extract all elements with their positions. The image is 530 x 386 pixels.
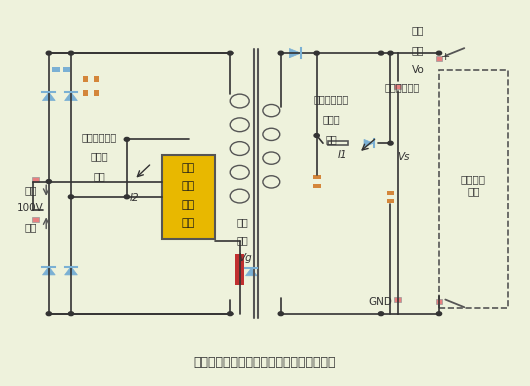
Circle shape bbox=[436, 51, 441, 55]
Bar bbox=[386, 199, 394, 203]
Bar bbox=[55, 67, 60, 73]
Circle shape bbox=[124, 137, 129, 141]
Text: 信号: 信号 bbox=[237, 235, 249, 245]
Circle shape bbox=[68, 51, 74, 55]
Text: Vo: Vo bbox=[411, 65, 425, 75]
Polygon shape bbox=[289, 49, 301, 58]
Text: 負荷検出端子: 負荷検出端子 bbox=[384, 83, 420, 93]
Circle shape bbox=[68, 195, 74, 199]
Bar bbox=[52, 67, 57, 73]
Text: I2: I2 bbox=[129, 193, 139, 203]
Text: 電源: 電源 bbox=[182, 163, 195, 173]
Polygon shape bbox=[65, 92, 77, 101]
Text: フォトカプラ: フォトカプラ bbox=[313, 94, 349, 104]
Polygon shape bbox=[42, 92, 55, 101]
Text: 出力: 出力 bbox=[412, 25, 424, 35]
Bar bbox=[394, 84, 401, 89]
Polygon shape bbox=[245, 268, 257, 276]
Circle shape bbox=[278, 312, 284, 316]
Circle shape bbox=[388, 51, 393, 55]
Bar bbox=[386, 191, 394, 195]
Text: I1: I1 bbox=[338, 150, 348, 160]
Circle shape bbox=[46, 51, 51, 55]
Circle shape bbox=[314, 51, 319, 55]
Text: Ｏ１: Ｏ１ bbox=[325, 134, 337, 144]
Circle shape bbox=[227, 51, 233, 55]
Text: 送信側: 送信側 bbox=[322, 114, 340, 124]
Bar bbox=[235, 254, 244, 285]
Circle shape bbox=[314, 134, 319, 137]
Text: 入力: 入力 bbox=[24, 222, 37, 232]
Bar bbox=[65, 67, 70, 73]
Bar bbox=[83, 90, 89, 96]
Text: 電圧: 電圧 bbox=[412, 45, 424, 55]
Bar bbox=[63, 67, 68, 73]
Bar bbox=[436, 56, 443, 61]
Text: 移動端末
本体: 移動端末 本体 bbox=[461, 174, 486, 196]
Bar bbox=[328, 141, 348, 146]
Text: Vg: Vg bbox=[238, 253, 252, 263]
Circle shape bbox=[68, 312, 74, 316]
Text: 制御: 制御 bbox=[182, 200, 195, 210]
Bar bbox=[439, 70, 508, 308]
Circle shape bbox=[46, 312, 51, 316]
Text: Vs: Vs bbox=[397, 152, 409, 162]
Text: 100V: 100V bbox=[17, 203, 44, 213]
Text: Ｏ２: Ｏ２ bbox=[93, 171, 105, 181]
Polygon shape bbox=[364, 139, 374, 147]
Text: 制御: 制御 bbox=[237, 217, 249, 227]
Circle shape bbox=[378, 312, 384, 316]
Bar bbox=[32, 177, 39, 182]
Circle shape bbox=[124, 195, 129, 199]
Bar bbox=[436, 300, 443, 304]
Bar bbox=[83, 76, 89, 82]
Text: 充電: 充電 bbox=[182, 181, 195, 191]
Circle shape bbox=[278, 51, 284, 55]
Bar bbox=[32, 217, 39, 222]
Text: +: + bbox=[441, 52, 450, 62]
Text: 受信側: 受信側 bbox=[90, 152, 108, 162]
Text: フォトカプラ: フォトカプラ bbox=[81, 132, 117, 142]
Text: 交流: 交流 bbox=[24, 185, 37, 195]
Bar bbox=[394, 297, 401, 302]
Circle shape bbox=[46, 179, 51, 183]
Circle shape bbox=[388, 141, 393, 145]
Bar bbox=[313, 184, 321, 188]
Polygon shape bbox=[65, 266, 77, 275]
Bar bbox=[313, 175, 321, 179]
Text: ＩＣ: ＩＣ bbox=[182, 218, 195, 228]
Circle shape bbox=[378, 51, 384, 55]
Text: 図８　低待機電力型ＡＣアダプタの試作例: 図８ 低待機電力型ＡＣアダプタの試作例 bbox=[194, 356, 336, 369]
Text: GND: GND bbox=[368, 297, 392, 307]
Polygon shape bbox=[42, 266, 55, 275]
Bar bbox=[162, 155, 215, 239]
Circle shape bbox=[436, 312, 441, 316]
Bar bbox=[94, 90, 99, 96]
Bar bbox=[94, 76, 99, 82]
Circle shape bbox=[227, 312, 233, 316]
